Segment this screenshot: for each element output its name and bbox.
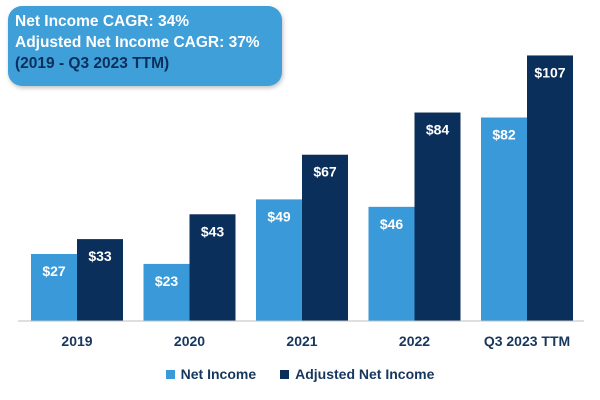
legend: Net Income Adjusted Net Income [0, 366, 600, 382]
bar-net-income-0 [31, 253, 77, 321]
bar-label-adjusted-net-income-3: $84 [426, 122, 450, 138]
bar-net-income-3 [368, 206, 415, 321]
bar-adjusted-net-income-1 [189, 214, 236, 321]
legend-label-net-income: Net Income [180, 366, 257, 382]
legend-item-net-income: Net Income [165, 366, 257, 382]
legend-item-adjusted-net-income: Adjusted Net Income [280, 366, 434, 382]
legend-swatch-adjusted-net-income [280, 369, 290, 379]
bar-net-income-2 [256, 199, 302, 321]
category-label-2: 2021 [286, 333, 317, 349]
adjusted-net-income-cagr: Adjusted Net Income CAGR: 37% [15, 34, 260, 51]
category-label-1: 2020 [174, 333, 205, 349]
cagr-callout: Net Income CAGR: 34% Adjusted Net Income… [8, 6, 282, 86]
bar-label-net-income-3: $46 [380, 216, 404, 232]
category-label-4: Q3 2023 TTM [484, 333, 570, 349]
bar-labels-group: $27 $33 $23 $43 $49 $67 $46 $84 $82 $107 [42, 64, 565, 288]
bar-adjusted-net-income-0 [77, 239, 123, 321]
bar-adjusted-net-income-4 [527, 55, 573, 321]
legend-label-adjusted-net-income: Adjusted Net Income [295, 366, 435, 382]
bar-label-net-income-1: $23 [155, 273, 179, 289]
bar-adjusted-net-income-2 [302, 154, 348, 321]
bar-label-net-income-0: $27 [42, 263, 66, 279]
bar-label-adjusted-net-income-2: $67 [313, 164, 337, 180]
bar-net-income-1 [143, 263, 190, 321]
legend-swatch-net-income [165, 369, 175, 379]
bar-adjusted-net-income-3 [414, 112, 461, 321]
bar-label-net-income-4: $82 [492, 126, 516, 142]
bar-label-adjusted-net-income-4: $107 [534, 64, 565, 80]
cagr-period: (2019 - Q3 2023 TTM) [15, 55, 170, 72]
bar-label-adjusted-net-income-0: $33 [88, 248, 112, 264]
category-labels-group: 2019 2020 2021 2022 Q3 2023 TTM [61, 333, 570, 349]
bar-label-adjusted-net-income-1: $43 [201, 223, 225, 239]
bars-group [31, 55, 573, 321]
net-income-cagr: Net Income CAGR: 34% [15, 13, 189, 30]
bar-label-net-income-2: $49 [267, 208, 291, 224]
category-label-3: 2022 [399, 333, 430, 349]
bar-net-income-4 [481, 117, 527, 321]
category-label-0: 2019 [61, 333, 92, 349]
